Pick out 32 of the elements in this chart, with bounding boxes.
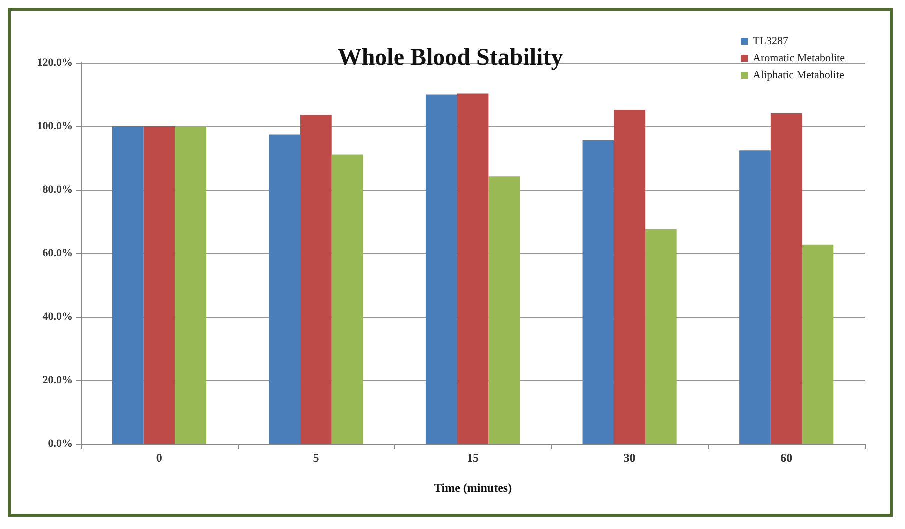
bar — [426, 94, 458, 444]
bar — [645, 229, 677, 444]
bar — [740, 150, 771, 444]
bar — [802, 244, 834, 444]
x-axis-title: Time (minutes) — [434, 481, 512, 495]
bar — [614, 110, 646, 444]
bar — [300, 115, 332, 444]
x-tick-label: 30 — [624, 451, 636, 465]
y-tick-label: 40.0% — [42, 311, 73, 323]
y-tick-label: 120.0% — [37, 57, 73, 69]
bar — [144, 126, 176, 444]
y-tick-label: 20.0% — [42, 374, 73, 386]
y-tick-label: 100.0% — [37, 120, 73, 132]
bar — [770, 113, 802, 444]
bar — [582, 140, 614, 444]
bar — [269, 134, 301, 444]
legend-label: TL3287 — [753, 36, 789, 48]
bar — [488, 176, 520, 444]
y-tick-label: 80.0% — [42, 184, 73, 196]
x-tick-label: 60 — [780, 451, 793, 465]
x-tick-label: 5 — [313, 451, 320, 465]
y-tick-label: 0.0% — [48, 438, 73, 450]
y-tick-label: 60.0% — [42, 248, 73, 260]
x-tick-label: 0 — [156, 451, 162, 465]
bar — [457, 94, 489, 444]
bar — [112, 126, 144, 444]
chart-title: Whole Blood Stability — [338, 45, 564, 71]
bar — [175, 126, 206, 444]
x-tick-label: 15 — [467, 451, 479, 465]
legend-label: Aromatic Metabolite — [753, 52, 846, 64]
bar — [332, 154, 364, 444]
legend-label: Aliphatic Metabolite — [753, 70, 845, 82]
